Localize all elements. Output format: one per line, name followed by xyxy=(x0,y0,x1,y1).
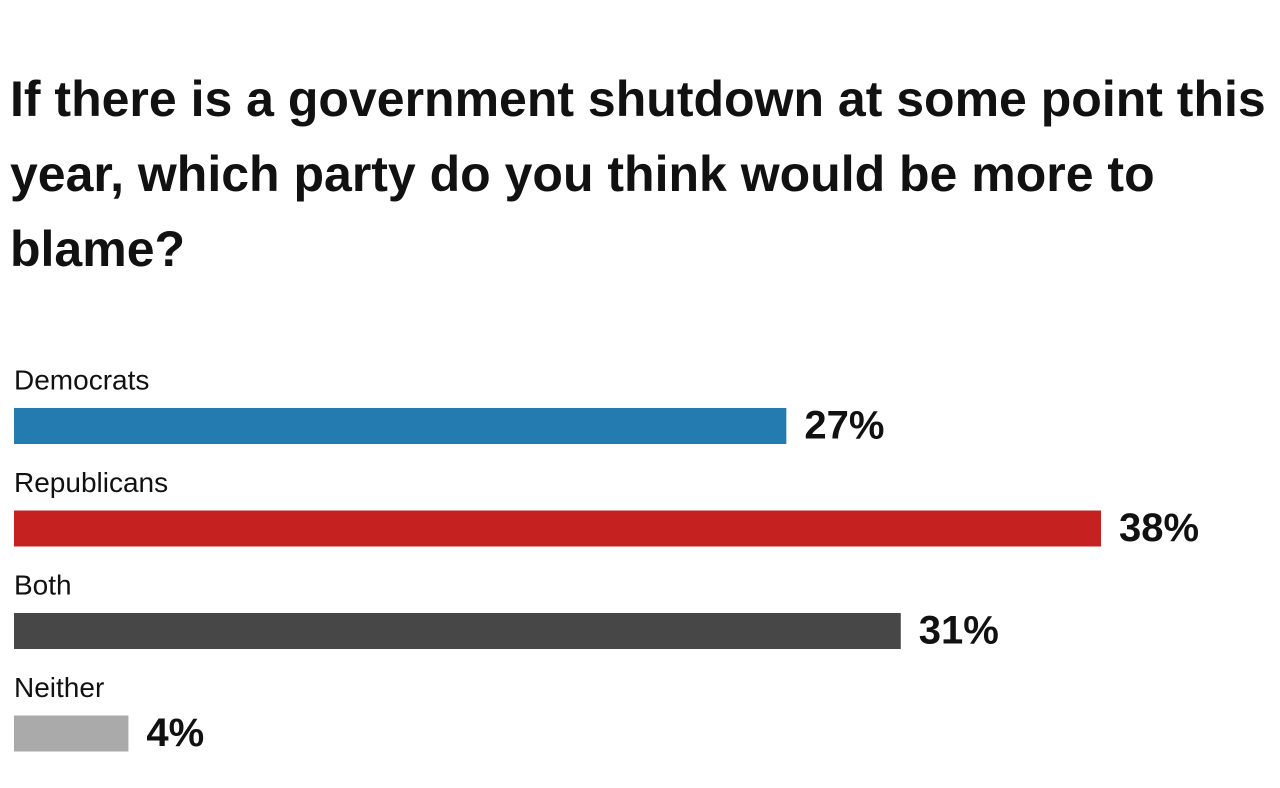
value-label: 27% xyxy=(804,404,884,448)
bar xyxy=(14,408,787,444)
category-label: Neither xyxy=(14,672,104,703)
value-label: 31% xyxy=(919,609,999,653)
value-label: 38% xyxy=(1119,506,1199,550)
bar xyxy=(14,510,1101,547)
bar xyxy=(14,715,129,752)
bar xyxy=(14,613,901,649)
value-label: 4% xyxy=(146,711,204,755)
chart-title: If there is a government shutdown at som… xyxy=(10,71,1266,277)
category-label: Democrats xyxy=(14,364,149,395)
category-label: Both xyxy=(14,569,72,600)
category-label: Republicans xyxy=(14,467,168,498)
